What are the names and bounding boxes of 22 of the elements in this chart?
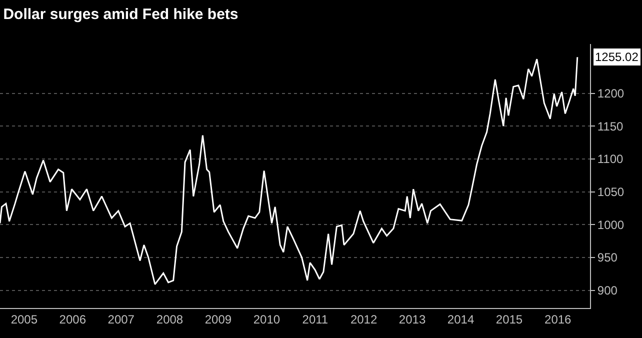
x-tick-label: 2006 [59, 312, 86, 326]
y-tick-label: 1050 [597, 184, 624, 199]
x-tick-label: 2010 [253, 312, 280, 326]
y-tick-label: 950 [597, 250, 618, 265]
x-tick-label: 2005 [10, 312, 38, 326]
x-tick-label: 2007 [108, 312, 135, 326]
x-tick-label: 2014 [447, 312, 474, 326]
y-tick-label: 1200 [597, 86, 624, 100]
line-series [0, 56, 578, 286]
annotation: 1255.02 [595, 50, 639, 64]
y-tick-label: 1100 [597, 152, 624, 166]
x-tick-label: 2011 [302, 312, 328, 326]
x-tick-label: 2009 [204, 312, 232, 326]
y-tick-label: 900 [597, 283, 618, 298]
chart-title: Dollar surges amid Fed hike bets [3, 6, 238, 23]
y-tick-label: 1000 [597, 218, 624, 232]
x-tick-label: 2016 [544, 312, 572, 326]
x-tick-label: 2013 [398, 312, 426, 326]
x-tick-label: 2008 [156, 312, 184, 326]
x-tick-label: 2015 [496, 312, 523, 326]
y-tick-label: 1150 [597, 119, 624, 134]
x-tick-label: 2012 [350, 312, 378, 326]
